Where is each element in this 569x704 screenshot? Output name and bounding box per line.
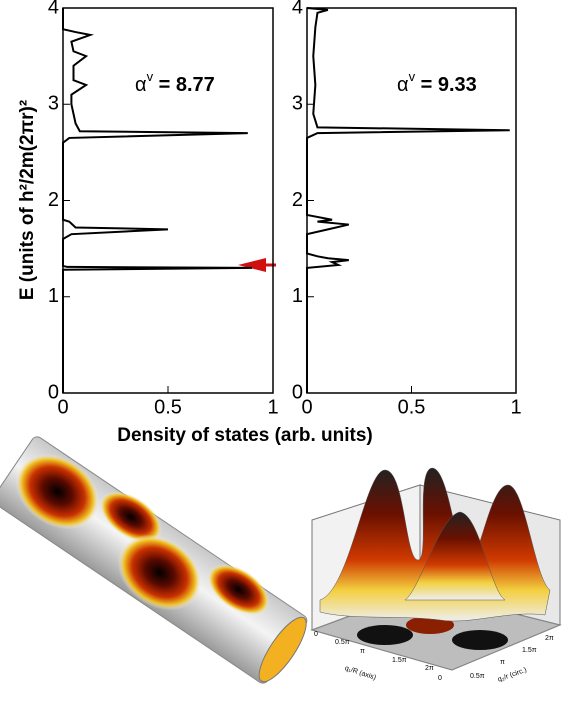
annotation: αv = 9.33 bbox=[397, 69, 477, 96]
surface-axis-label: q₂/r (circ.) bbox=[497, 667, 528, 684]
arrow bbox=[238, 258, 266, 272]
x-tick-label: 1 bbox=[510, 396, 521, 418]
y-tick-label: 1 bbox=[292, 285, 303, 307]
tube-image bbox=[0, 436, 308, 684]
x-tick-label: 1 bbox=[267, 396, 278, 418]
y-tick-label: 3 bbox=[292, 93, 303, 115]
surface-tick: 0.5π bbox=[335, 639, 350, 646]
surface-tick: π bbox=[500, 659, 505, 666]
dos-line bbox=[306, 7, 510, 393]
annotation: αv = 8.77 bbox=[135, 69, 215, 96]
annotation-sup: v bbox=[409, 69, 416, 84]
y-tick-label: 3 bbox=[48, 93, 59, 115]
y-axis-label: E (units of h²/2m(2πr)² bbox=[17, 100, 38, 300]
y-tick-label: 2 bbox=[292, 189, 303, 211]
x-axis-label: Density of states (arb. units) bbox=[117, 425, 373, 446]
x-tick-label: 0 bbox=[301, 396, 312, 418]
y-tick-label: 0 bbox=[48, 381, 59, 403]
surface-tick: 0 bbox=[314, 631, 318, 638]
surface-tick: 0.5π bbox=[470, 673, 485, 680]
annotation-text: = 8.77 bbox=[153, 74, 215, 96]
plot-frame bbox=[62, 7, 274, 394]
annotation-sup: v bbox=[147, 69, 154, 84]
surface-tick: 2π bbox=[425, 665, 434, 672]
surface-tick: 1.5π bbox=[522, 647, 537, 654]
plot-frame bbox=[306, 7, 517, 394]
surface-image: 0 0.5π π 1.5π 2π q₁/R (axis) 0 0.5π π 1.… bbox=[310, 467, 562, 684]
dos-line bbox=[62, 8, 253, 393]
surface-tick: 1.5π bbox=[392, 657, 407, 664]
annotation-text: = 9.33 bbox=[415, 74, 477, 96]
surface-tick: π bbox=[360, 648, 365, 655]
x-tick-label: 0 bbox=[57, 396, 68, 418]
surface-axis-label: q₁/R (axis) bbox=[344, 665, 377, 682]
surface-tick: 2π bbox=[545, 635, 554, 642]
annotation-symbol: α bbox=[135, 74, 147, 96]
x-tick-label: 0.5 bbox=[398, 396, 426, 418]
y-tick-label: 1 bbox=[48, 285, 59, 307]
y-tick-label: 4 bbox=[48, 0, 59, 18]
surface-tick: 0 bbox=[438, 675, 442, 682]
y-tick-label: 4 bbox=[292, 0, 303, 18]
annotation-symbol: α bbox=[397, 74, 409, 96]
x-tick-label: 0.5 bbox=[154, 396, 182, 418]
y-tick-label: 0 bbox=[292, 381, 303, 403]
y-tick-label: 2 bbox=[48, 189, 59, 211]
